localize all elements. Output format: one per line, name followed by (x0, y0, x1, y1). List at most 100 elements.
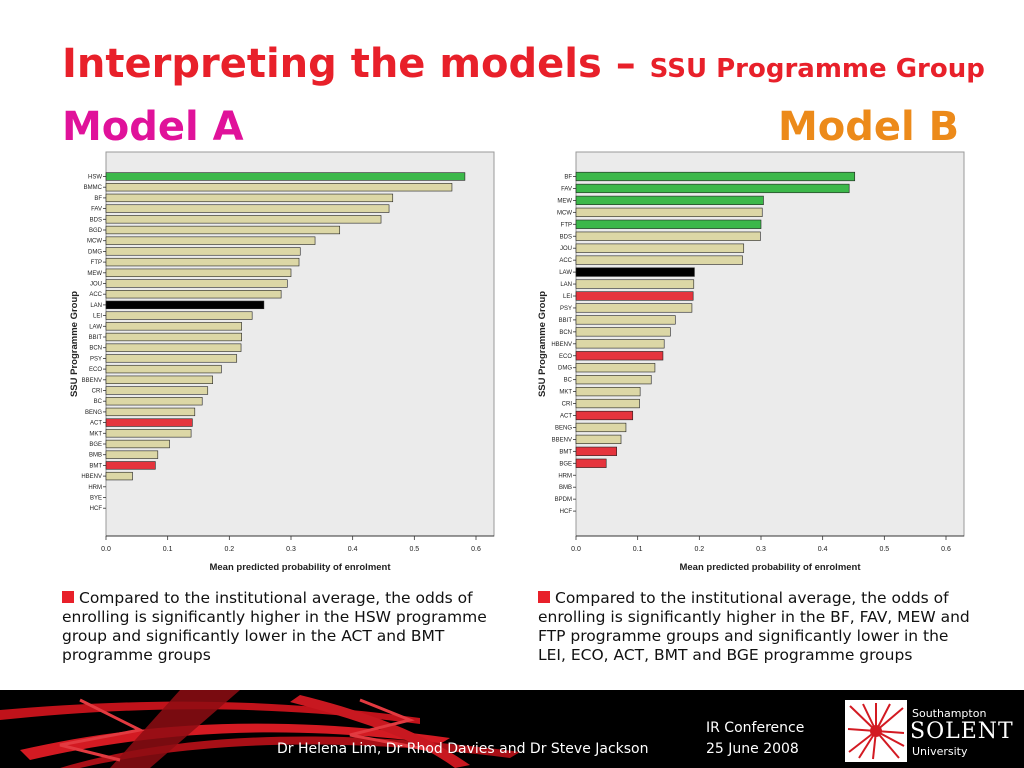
y-tick-label: HBENV (551, 342, 572, 348)
y-tick-label: LAW (559, 270, 572, 276)
y-tick-label: BBENV (552, 437, 572, 443)
y-tick-label: DMG (558, 366, 572, 372)
bar-mkt (575, 386, 641, 397)
bar-bcn (105, 343, 242, 352)
bar-eco (575, 351, 664, 361)
bar-dmg (575, 363, 656, 373)
y-tick-label: BBENV (82, 378, 102, 384)
y-tick-label: BGD (89, 228, 103, 234)
bar-mew (105, 268, 292, 277)
x-axis-label: Mean predicted probability of enrolment (209, 562, 391, 573)
y-tick-label: BDS (90, 217, 102, 223)
y-tick-label: BMT (559, 449, 572, 455)
x-ticks: 0.0 0.1 0.2 0.3 0.4 0.5 0.6 (571, 536, 951, 553)
bar-bgd (105, 225, 341, 235)
y-tick-label: MCW (557, 210, 572, 216)
slide-title: Interpreting the models – SSU Programme … (62, 40, 985, 93)
y-tick-label: BYE (90, 496, 102, 502)
bar-acc (575, 255, 743, 265)
bar-act (105, 418, 193, 427)
model-a-chart: HSW BMMC BF FAV BDS BGD MCW DMG FTP MEW JOU ACC LAN L… (69, 151, 495, 573)
y-tick-label: LEI (93, 314, 102, 320)
bar-bge (575, 458, 607, 468)
model-a-caption: Compared to the institutional average, t… (62, 589, 502, 665)
y-tick-label: BBIT (89, 335, 103, 341)
x-tick-label: 0.1 (633, 546, 643, 553)
y-tick-label: HRM (558, 473, 572, 479)
y-tick-label: LAN (90, 303, 102, 309)
y-tick-label: ACC (559, 258, 572, 264)
y-tick-label: BDS (560, 234, 572, 240)
y-tick-label: ECO (559, 354, 572, 360)
bullet-square-icon (538, 591, 550, 603)
bar-act (575, 410, 634, 421)
y-tick-label: FAV (561, 186, 572, 192)
title-sub: SSU Programme Group (649, 54, 985, 84)
y-tick-label: BC (564, 378, 573, 384)
model-b-caption: Compared to the institutional average, t… (538, 589, 978, 665)
y-tick-label: BC (94, 399, 103, 405)
y-tick-label: LAN (560, 282, 572, 288)
y-tick-label: JOU (560, 246, 572, 252)
bar-beng (105, 407, 196, 417)
y-tick-label: BF (564, 175, 572, 181)
y-axis-label: SSU Programme Group (537, 291, 548, 397)
y-tick-label: ECO (89, 367, 102, 373)
y-tick-label: BPDM (555, 497, 572, 503)
x-tick-label: 0.3 (756, 546, 766, 553)
x-tick-label: 0.5 (409, 546, 419, 553)
x-tick-label: 0.2 (694, 546, 704, 553)
bars (575, 171, 856, 468)
y-tick-label: BENG (85, 410, 102, 416)
bar-lan (575, 279, 695, 289)
bar-lan (105, 300, 265, 310)
bar-jou (575, 243, 745, 253)
bar-fav (105, 204, 390, 213)
bar-mew (575, 195, 764, 206)
bar-psy (105, 354, 238, 363)
bar-bmmc (105, 183, 453, 192)
y-tick-label: BMB (559, 485, 572, 491)
bar-hbenv (105, 471, 133, 481)
bar-lei (105, 311, 253, 320)
y-tick-label: MKT (89, 431, 102, 437)
bar-hsw (105, 172, 466, 181)
bar-jou (105, 279, 288, 288)
y-tick-label: BMB (89, 453, 102, 459)
y-tick-label: HBENV (81, 474, 102, 480)
y-tick-label: BENG (555, 425, 572, 431)
bar-mcw (105, 236, 316, 245)
footer-bar: Dr Helena Lim, Dr Rhod Davies and Dr Ste… (0, 690, 1024, 768)
bar-bbit (105, 332, 242, 342)
y-tick-labels: BF FAV MEW MCW FTP BDS JOU ACC LAW LAN LEI PSY BBIT B… (551, 175, 576, 515)
y-tick-label: MEW (87, 271, 102, 277)
bar-bds (575, 231, 761, 241)
y-tick-label: DMG (88, 249, 102, 255)
y-tick-label: JOU (90, 282, 102, 288)
y-tick-label: CRI (562, 402, 573, 408)
bar-bge (105, 439, 170, 449)
model-a-caption-text: Compared to the institutional average, t… (62, 589, 487, 664)
y-tick-label: BMT (89, 463, 102, 469)
y-tick-label: LEI (563, 294, 572, 300)
bar-ftp (105, 257, 300, 267)
bar-bbenv (575, 434, 622, 445)
logo-solent: SOLENT (910, 719, 1014, 744)
model-b-chart: BF FAV MEW MCW FTP BDS JOU ACC LAW LAN LEI PSY BBIT B… (537, 151, 965, 573)
bar-bmt (105, 461, 156, 470)
y-tick-label: BCN (559, 330, 572, 336)
bar-bbit (575, 315, 676, 325)
x-tick-label: 0.6 (471, 546, 481, 553)
y-tick-label: BCN (89, 346, 102, 352)
y-tick-label: ACC (89, 292, 102, 298)
bar-bf (105, 193, 394, 203)
bar-bmb (105, 450, 159, 459)
x-axis-label: Mean predicted probability of enrolment (679, 562, 861, 573)
bar-bds (105, 215, 382, 224)
y-tick-labels: HSW BMMC BF FAV BDS BGD MCW DMG FTP MEW JOU ACC LAN L… (81, 175, 106, 512)
y-tick-label: BF (94, 196, 102, 202)
bar-bf (575, 171, 856, 182)
x-tick-label: 0.3 (286, 546, 296, 553)
x-tick-label: 0.4 (348, 546, 358, 553)
y-tick-label: ACT (90, 421, 102, 427)
